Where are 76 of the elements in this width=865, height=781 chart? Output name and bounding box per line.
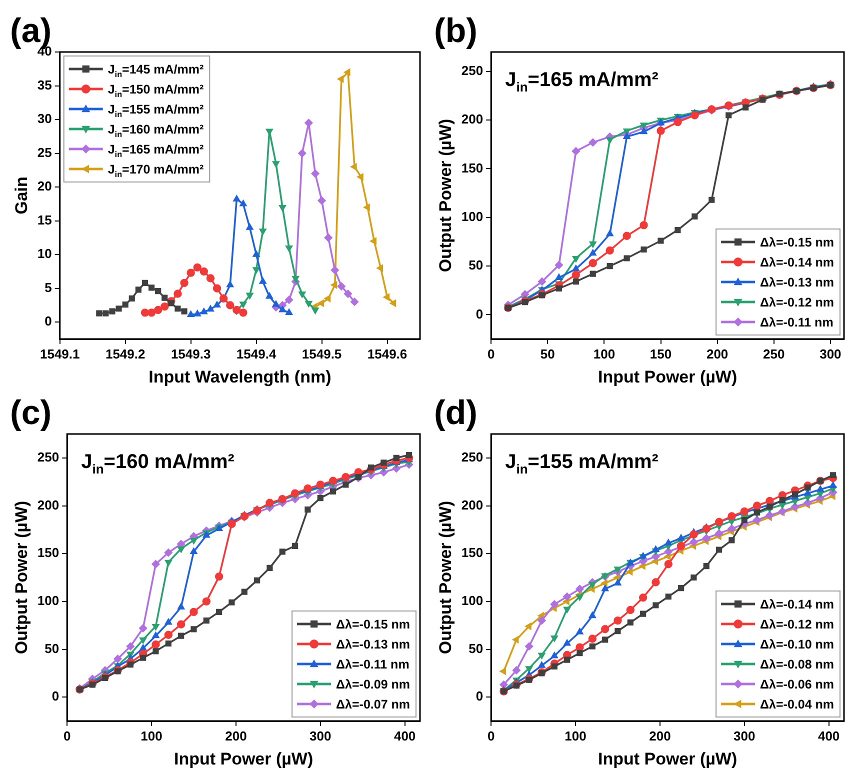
legend-label: Δλ=-0.06 nm bbox=[760, 678, 834, 692]
x-tick-label: 1549.2 bbox=[105, 346, 146, 362]
y-tick-label: 150 bbox=[461, 160, 484, 176]
y-axis-title: Output Power (µW) bbox=[436, 500, 455, 654]
x-tick-label: 400 bbox=[818, 728, 840, 744]
y-axis-title: Gain bbox=[12, 176, 31, 214]
x-tick-label: 300 bbox=[820, 346, 842, 362]
x-tick-label: 300 bbox=[734, 728, 756, 744]
x-tick-label: 300 bbox=[310, 728, 332, 744]
y-tick-label: 100 bbox=[37, 592, 60, 608]
text: (d) bbox=[434, 394, 478, 432]
y-tick-label: 0 bbox=[476, 306, 484, 322]
x-tick-label: 100 bbox=[564, 728, 586, 744]
y-tick-label: 30 bbox=[37, 111, 52, 126]
legend-label: Δλ=-0.13 nm bbox=[760, 276, 834, 290]
y-tick-label: 5 bbox=[44, 280, 52, 295]
y-tick-label: 0 bbox=[52, 688, 60, 704]
x-tick-label: 0 bbox=[487, 346, 495, 362]
x-axis-title: Input Power (µW) bbox=[598, 367, 738, 386]
y-tick-label: 200 bbox=[461, 112, 484, 127]
legend-label: Δλ=-0.13 nm bbox=[336, 638, 410, 652]
y-tick-label: 100 bbox=[461, 208, 484, 224]
y-tick-label: 15 bbox=[37, 212, 52, 228]
legend-label: Δλ=-0.04 nm bbox=[760, 698, 834, 712]
legend-label: Δλ=-0.09 nm bbox=[336, 678, 410, 692]
x-tick-label: 0 bbox=[487, 728, 495, 744]
x-tick-label: 1549.1 bbox=[40, 346, 80, 362]
legend-label: Δλ=-0.11 nm bbox=[760, 316, 834, 330]
y-tick-label: 150 bbox=[37, 545, 60, 560]
y-tick-label: 50 bbox=[44, 640, 60, 656]
x-tick-label: 200 bbox=[706, 346, 728, 362]
legend-label: Δλ=-0.14 nm bbox=[760, 256, 834, 270]
x-tick-label: 400 bbox=[394, 728, 416, 744]
y-tick-label: 250 bbox=[37, 449, 60, 464]
y-tick-label: 50 bbox=[468, 640, 484, 656]
legend-label: Δλ=-0.15 nm bbox=[336, 618, 410, 632]
y-tick-label: 0 bbox=[44, 314, 52, 329]
text: (b) bbox=[434, 12, 478, 50]
x-tick-label: 100 bbox=[593, 346, 616, 362]
y-tick-label: 10 bbox=[37, 246, 52, 262]
y-tick-label: 250 bbox=[461, 449, 484, 464]
x-tick-label: 150 bbox=[650, 346, 672, 362]
legend-label: Δλ=-0.15 nm bbox=[760, 236, 834, 250]
legend-label: Δλ=-0.12 nm bbox=[760, 618, 834, 632]
x-axis-title: Input Power (µW) bbox=[174, 749, 314, 768]
x-tick-label: 1549.5 bbox=[302, 346, 342, 362]
text: (c) bbox=[10, 394, 52, 432]
y-tick-label: 150 bbox=[461, 545, 484, 560]
x-tick-label: 1549.6 bbox=[367, 346, 408, 362]
x-tick-label: 50 bbox=[540, 346, 555, 362]
x-tick-label: 1549.4 bbox=[236, 346, 277, 362]
x-tick-label: 200 bbox=[225, 728, 247, 744]
legend-label: Δλ=-0.14 nm bbox=[760, 598, 834, 612]
x-tick-label: 0 bbox=[63, 728, 71, 744]
legend-label: Δλ=-0.07 nm bbox=[336, 698, 410, 712]
y-tick-label: 0 bbox=[476, 688, 484, 704]
y-tick-label: 50 bbox=[468, 258, 484, 273]
legend-label: Δλ=-0.10 nm bbox=[760, 638, 834, 652]
x-tick-label: 1549.3 bbox=[170, 346, 211, 362]
legend-label: Δλ=-0.08 nm bbox=[760, 658, 834, 672]
y-axis-title: Output Power (µW) bbox=[12, 500, 31, 654]
x-tick-label: 200 bbox=[649, 728, 671, 744]
y-tick-label: 200 bbox=[461, 497, 484, 512]
y-tick-label: 200 bbox=[37, 497, 60, 512]
y-axis-title: Output Power (µW) bbox=[436, 118, 455, 272]
y-tick-label: 250 bbox=[461, 63, 484, 78]
y-tick-label: 25 bbox=[37, 144, 52, 160]
x-axis-title: Input Power (µW) bbox=[598, 749, 738, 768]
x-tick-label: 100 bbox=[140, 728, 162, 744]
legend-label: Δλ=-0.12 nm bbox=[760, 296, 834, 310]
legend-label: Δλ=-0.11 nm bbox=[336, 658, 410, 672]
x-axis-title: Input Wavelength (nm) bbox=[148, 367, 332, 386]
y-tick-label: 100 bbox=[461, 592, 484, 608]
y-tick-label: 20 bbox=[37, 178, 52, 194]
y-tick-label: 35 bbox=[37, 77, 52, 92]
x-tick-label: 250 bbox=[763, 346, 785, 362]
